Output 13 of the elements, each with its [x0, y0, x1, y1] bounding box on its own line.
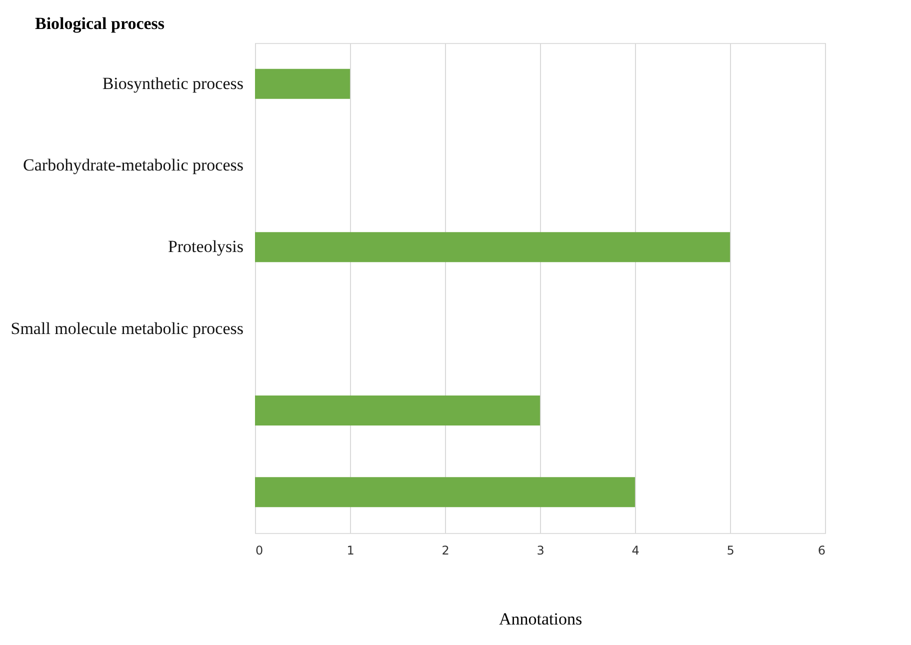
x-tick-label: 0	[256, 544, 264, 558]
x-tick-label: 2	[442, 544, 450, 558]
x-axis-title: Annotations	[498, 610, 582, 628]
y-tick-label: Small molecule metabolic process	[10, 318, 244, 338]
x-tick-label: 5	[726, 544, 734, 558]
x-tick-label: 6	[818, 544, 826, 558]
x-tick-label: 4	[632, 544, 640, 558]
y-tick-label: Proteolysis	[168, 237, 244, 256]
x-tick-label: 1	[346, 544, 354, 558]
text: Biological process	[35, 14, 165, 33]
y-tick-label: Carbohydrate-metabolic process	[23, 156, 244, 174]
y-tick-label: Biosynthetic process	[102, 74, 244, 93]
x-tick-label: 3	[536, 544, 544, 558]
